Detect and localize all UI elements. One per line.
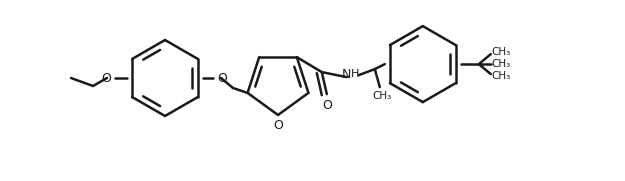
Text: O: O	[217, 71, 227, 85]
Text: N: N	[342, 68, 351, 81]
Text: CH₃: CH₃	[372, 91, 391, 101]
Text: O: O	[322, 99, 332, 112]
Text: H: H	[351, 69, 359, 79]
Text: CH₃: CH₃	[491, 59, 511, 69]
Text: O: O	[273, 119, 283, 132]
Text: CH₃: CH₃	[491, 71, 511, 81]
Text: CH₃: CH₃	[491, 47, 511, 57]
Text: O: O	[101, 71, 111, 85]
